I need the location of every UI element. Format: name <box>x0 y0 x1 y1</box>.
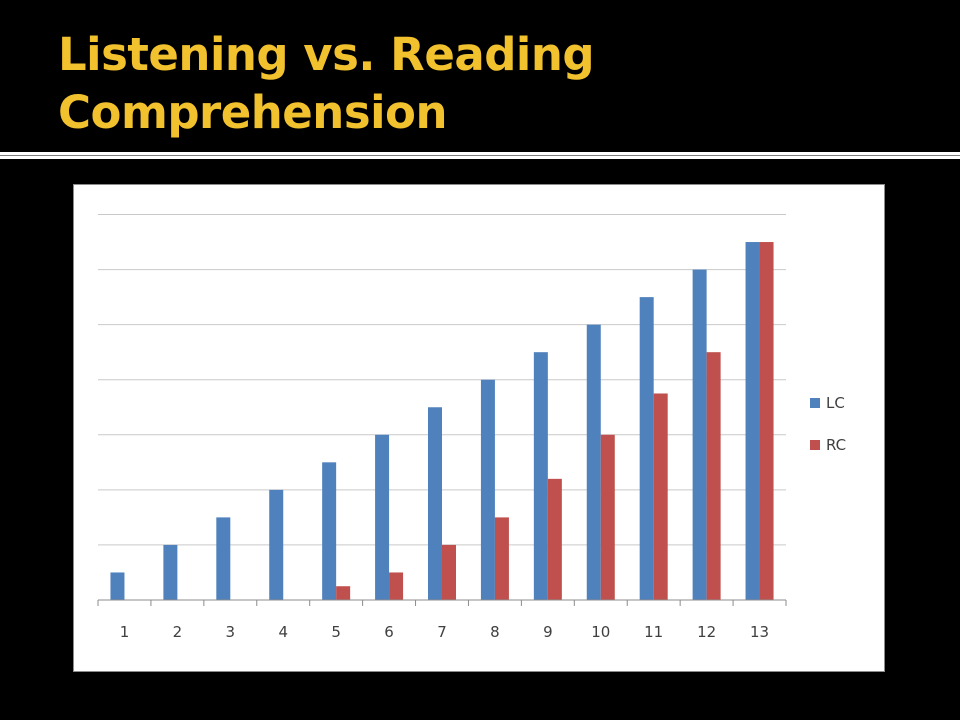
x-tick-label: 11 <box>644 623 663 641</box>
legend-swatch-rc <box>810 440 820 450</box>
legend-swatch-lc <box>810 398 820 408</box>
title-divider-line <box>0 155 960 156</box>
bar-lc-2 <box>163 544 178 600</box>
bar-lc-1 <box>110 572 125 600</box>
bar-rc-6 <box>389 572 404 600</box>
title-band <box>0 0 960 152</box>
bar-lc-3 <box>216 517 231 600</box>
x-tick-label: 1 <box>120 623 130 641</box>
x-tick-label: 10 <box>591 623 610 641</box>
x-tick-label: 13 <box>750 623 769 641</box>
x-tick-label: 5 <box>331 623 341 641</box>
bar-rc-10 <box>600 434 615 600</box>
bars <box>110 242 774 601</box>
bar-lc-5 <box>322 462 337 600</box>
slide-title: Listening vs. Reading Comprehension <box>58 28 595 139</box>
bar-lc-6 <box>375 434 390 600</box>
bar-rc-8 <box>494 517 509 600</box>
bar-rc-13 <box>759 242 774 601</box>
bar-lc-10 <box>586 324 601 600</box>
bar-rc-7 <box>442 544 456 600</box>
x-tick-label: 4 <box>278 623 288 641</box>
chart-frame: 1 2 3 4 5 6 7 8 9 10 11 12 13 LC RC <box>73 184 885 672</box>
legend: LC RC <box>810 394 846 454</box>
x-tick-label: 12 <box>697 623 716 641</box>
bar-lc-8 <box>480 379 495 600</box>
bar-rc-9 <box>547 478 562 600</box>
bar-rc-12 <box>706 352 721 600</box>
bar-lc-13 <box>745 242 760 601</box>
bar-rc-5 <box>336 586 351 600</box>
x-tick-label: 7 <box>437 623 447 641</box>
x-tick-label: 8 <box>490 623 500 641</box>
x-tick-label: 6 <box>384 623 394 641</box>
bar-lc-11 <box>639 297 654 600</box>
gridlines <box>98 214 786 546</box>
bar-lc-9 <box>533 352 548 600</box>
bar-lc-7 <box>428 407 442 600</box>
legend-label-rc: RC <box>826 436 846 454</box>
legend-label-lc: LC <box>826 394 845 412</box>
x-tick-label: 3 <box>226 623 236 641</box>
x-tick-label: 2 <box>173 623 183 641</box>
x-tick-label: 9 <box>543 623 553 641</box>
bar-lc-4 <box>269 489 284 600</box>
x-axis: 1 2 3 4 5 6 7 8 9 10 11 12 13 <box>97 599 787 641</box>
bar-lc-12 <box>692 269 707 600</box>
bar-rc-11 <box>653 393 668 600</box>
